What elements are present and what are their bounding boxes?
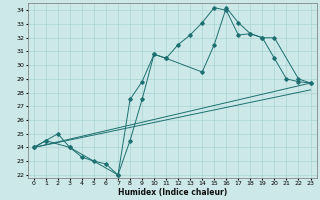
X-axis label: Humidex (Indice chaleur): Humidex (Indice chaleur)	[117, 188, 227, 197]
